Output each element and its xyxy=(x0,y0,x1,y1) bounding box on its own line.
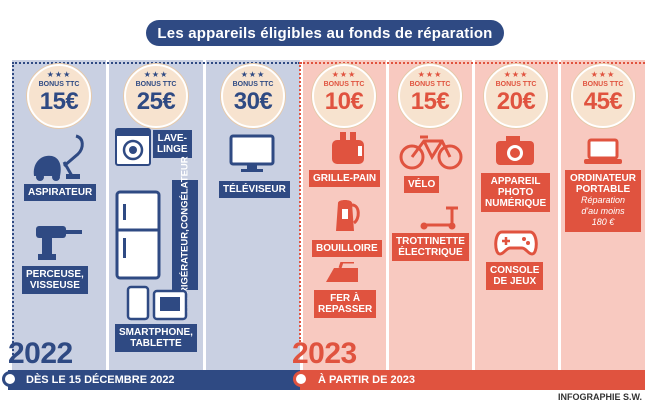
label-bouilloire: BOUILLOIRE xyxy=(312,240,382,257)
bonus-badge-25: ★★★ BONUS TTC 25€ xyxy=(124,64,188,128)
label-appareil-line2: PHOTO xyxy=(497,187,534,198)
credit: INFOGRAPHIE S.W. xyxy=(557,392,642,402)
label-ordinateur-line2: PORTABLE xyxy=(575,184,631,195)
toaster-icon xyxy=(332,132,364,164)
badge-label: BONUS TTC xyxy=(409,81,451,88)
label-perceuse-line1: PERCEUSE, xyxy=(26,269,84,280)
label-lave-line2: LINGE xyxy=(157,144,188,155)
timeline-dots-2022 xyxy=(12,62,300,64)
page-title: Les appareils éligibles au fonds de répa… xyxy=(146,20,504,46)
label-smartphone: SMARTPHONE, TABLETTE xyxy=(115,324,197,352)
label-trottinette-line1: TROTTINETTE xyxy=(396,236,465,247)
label-trottinette: TROTTINETTE ÉLECTRIQUE xyxy=(392,233,469,261)
label-ordinateur-note1: Réparation xyxy=(580,195,626,205)
label-televiseur: TÉLÉVISEUR xyxy=(219,181,290,198)
badge-amount: 20€ xyxy=(496,88,536,115)
label-appareil-line3: NUMÉRIQUE xyxy=(485,198,547,209)
bicycle-icon xyxy=(399,135,463,170)
year-2023: 2023 xyxy=(292,337,357,370)
stars-icon: ★★★ xyxy=(590,70,616,79)
stars-icon: ★★★ xyxy=(143,70,169,79)
label-ordinateur-line1: ORDINATEUR xyxy=(570,173,636,184)
timeline-marker-2022 xyxy=(2,371,18,387)
stars-icon: ★★★ xyxy=(240,70,266,79)
badge-label: BONUS TTC xyxy=(135,81,177,88)
label-ordinateur: ORDINATEUR PORTABLE Réparation d'au moin… xyxy=(565,170,641,232)
label-fer-a-repasser: FER À REPASSER xyxy=(314,290,377,318)
kettle-icon xyxy=(336,200,360,231)
bonus-badge-15b: ★★★ BONUS TTC 15€ xyxy=(398,64,462,128)
label-fer-line2: REPASSER xyxy=(318,304,373,315)
stars-icon: ★★★ xyxy=(331,70,357,79)
label-lave-linge: LAVE- LINGE xyxy=(153,130,192,158)
badge-amount: 15€ xyxy=(410,88,450,115)
badge-amount: 15€ xyxy=(39,88,79,115)
label-perceuse-line2: VISSEUSE xyxy=(29,280,80,291)
stars-icon: ★★★ xyxy=(417,70,443,79)
banner-2023: À PARTIR DE 2023 xyxy=(300,370,645,390)
label-fer-line1: FER À xyxy=(330,293,361,304)
bonus-badge-20: ★★★ BONUS TTC 20€ xyxy=(484,64,548,128)
drill-icon xyxy=(36,226,82,260)
label-console-line2: DE JEUX xyxy=(493,276,537,287)
bonus-badge-10: ★★★ BONUS TTC 10€ xyxy=(312,64,376,128)
badge-label: BONUS TTC xyxy=(323,81,365,88)
label-refrigerateur-line2: CONGÉLATEUR xyxy=(179,156,191,230)
iron-icon xyxy=(326,262,358,282)
camera-icon xyxy=(496,136,534,165)
badge-label: BONUS TTC xyxy=(495,81,537,88)
label-ordinateur-note3: 180 € xyxy=(591,217,615,227)
badge-amount: 30€ xyxy=(233,88,273,115)
label-aspirateur: ASPIRATEUR xyxy=(24,184,97,201)
badge-label: BONUS TTC xyxy=(38,81,80,88)
badge-amount: 45€ xyxy=(583,88,623,115)
year-2022: 2022 xyxy=(8,337,73,370)
label-lave-line1: LAVE- xyxy=(157,133,187,144)
label-refrigerateur: RÉFRIGÉRATEUR, CONGÉLATEUR xyxy=(172,157,198,313)
label-trottinette-line2: ÉLECTRIQUE xyxy=(398,247,463,258)
label-console: CONSOLE DE JEUX xyxy=(486,262,544,290)
refrigerator-icon xyxy=(115,190,161,280)
scooter-icon xyxy=(420,206,458,230)
label-ordinateur-note2: d'au moins xyxy=(581,206,625,216)
smartphone-tablet-icon xyxy=(126,285,188,321)
bonus-badge-45: ★★★ BONUS TTC 45€ xyxy=(571,64,635,128)
vacuum-cleaner-icon xyxy=(33,134,84,181)
badge-amount: 10€ xyxy=(324,88,364,115)
stars-icon: ★★★ xyxy=(503,70,529,79)
television-icon xyxy=(229,134,275,172)
label-smartphone-line1: SMARTPHONE, xyxy=(119,327,193,338)
label-appareil-photo: APPAREIL PHOTO NUMÉRIQUE xyxy=(481,173,551,212)
bonus-badge-15: ★★★ BONUS TTC 15€ xyxy=(27,64,91,128)
label-perceuse: PERCEUSE, VISSEUSE xyxy=(22,266,88,294)
label-grille-pain: GRILLE-PAIN xyxy=(309,170,381,187)
stars-icon: ★★★ xyxy=(46,70,72,79)
game-controller-icon xyxy=(494,230,538,256)
label-smartphone-line2: TABLETTE xyxy=(130,338,182,349)
label-appareil-line1: APPAREIL xyxy=(490,176,541,187)
washing-machine-icon xyxy=(115,128,151,166)
vertical-dots-2023 xyxy=(299,62,301,342)
timeline-dots-2023 xyxy=(300,62,645,64)
timeline-marker-2023 xyxy=(293,371,309,387)
banner-2022: DÈS LE 15 DÉCEMBRE 2022 xyxy=(8,370,300,390)
bonus-badge-30: ★★★ BONUS TTC 30€ xyxy=(221,64,285,128)
badge-label: BONUS TTC xyxy=(582,81,624,88)
badge-label: BONUS TTC xyxy=(232,81,274,88)
laptop-icon xyxy=(584,138,622,164)
label-console-line1: CONSOLE xyxy=(490,265,540,276)
badge-amount: 25€ xyxy=(136,88,176,115)
label-velo: VÉLO xyxy=(404,176,440,193)
vertical-dots-2022 xyxy=(12,62,14,362)
